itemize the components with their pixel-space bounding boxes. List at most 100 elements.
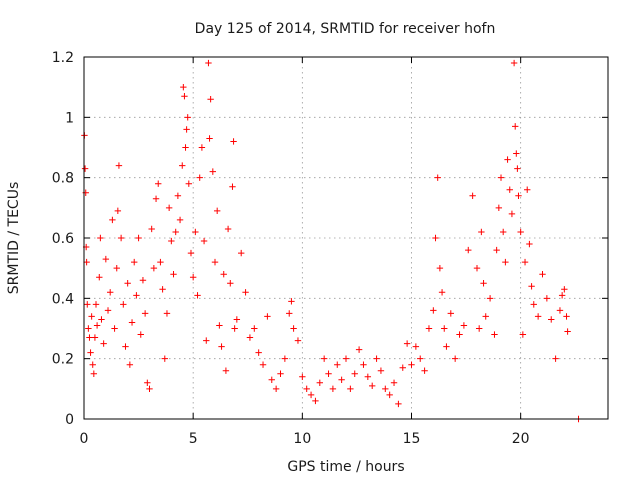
data-points xyxy=(81,59,582,423)
data-point xyxy=(155,180,162,187)
data-point xyxy=(316,379,323,386)
x-axis-label: GPS time / hours xyxy=(287,459,404,475)
data-point xyxy=(497,174,505,181)
data-point xyxy=(342,355,350,362)
data-point xyxy=(334,361,341,368)
data-point xyxy=(246,334,254,341)
data-point xyxy=(81,165,89,172)
data-point xyxy=(294,337,302,344)
data-point xyxy=(109,216,116,224)
data-point xyxy=(534,313,542,320)
data-point xyxy=(224,225,232,233)
data-point xyxy=(548,316,555,323)
data-point xyxy=(86,334,93,341)
data-point xyxy=(185,180,192,187)
data-point xyxy=(495,204,503,212)
data-point xyxy=(200,237,208,245)
data-point xyxy=(159,286,166,293)
data-point xyxy=(233,316,241,323)
data-point xyxy=(430,307,437,314)
data-point xyxy=(432,234,439,242)
data-point xyxy=(303,385,310,393)
data-point xyxy=(174,192,182,199)
data-point xyxy=(150,264,158,272)
data-point xyxy=(320,355,328,362)
data-point xyxy=(408,361,415,368)
data-point xyxy=(508,210,516,218)
y-tick-label: 0.8 xyxy=(52,171,74,187)
data-point xyxy=(216,322,223,329)
data-point xyxy=(506,186,513,193)
data-point xyxy=(90,370,98,377)
data-point xyxy=(168,237,175,245)
data-point xyxy=(465,246,472,254)
data-point xyxy=(231,325,238,332)
data-point xyxy=(451,355,459,362)
data-point xyxy=(144,379,151,386)
y-tick-label: 1.2 xyxy=(52,50,74,66)
data-point xyxy=(434,174,441,181)
data-point xyxy=(338,376,345,383)
y-tick-label: 0.2 xyxy=(52,352,74,368)
data-point xyxy=(107,289,114,296)
data-point xyxy=(196,174,203,181)
data-point xyxy=(152,195,160,202)
data-point xyxy=(165,204,173,212)
data-point xyxy=(504,156,511,163)
data-point xyxy=(93,322,101,329)
data-point xyxy=(203,337,210,344)
data-point xyxy=(443,343,450,350)
data-point xyxy=(561,286,568,293)
y-tick-label: 0.6 xyxy=(52,231,74,247)
data-point xyxy=(85,325,92,332)
data-point xyxy=(510,59,518,67)
data-point xyxy=(259,361,267,368)
data-point xyxy=(277,370,284,377)
data-point xyxy=(198,144,206,151)
data-point xyxy=(355,346,363,353)
data-point xyxy=(264,313,271,320)
data-point xyxy=(390,379,398,386)
data-point xyxy=(207,96,214,103)
data-point xyxy=(438,289,446,296)
data-point xyxy=(539,271,546,278)
data-point xyxy=(395,400,402,408)
data-point xyxy=(187,249,195,257)
data-point xyxy=(227,280,234,287)
data-point xyxy=(218,343,225,350)
data-point xyxy=(447,310,454,317)
x-tick-label: 20 xyxy=(512,431,530,447)
data-point xyxy=(268,376,275,383)
data-point xyxy=(469,192,476,199)
data-point xyxy=(281,355,289,362)
data-point xyxy=(369,382,376,390)
grid-lines xyxy=(84,57,608,419)
data-point xyxy=(157,258,164,266)
data-point xyxy=(102,255,110,263)
data-point xyxy=(524,186,531,193)
data-point xyxy=(179,162,186,169)
data-point xyxy=(526,240,533,248)
data-point xyxy=(364,373,372,380)
data-point xyxy=(176,216,184,224)
data-point xyxy=(88,313,95,320)
y-tick-label: 0.4 xyxy=(52,291,74,307)
x-tick-label: 10 xyxy=(293,431,311,447)
data-point xyxy=(120,301,127,308)
data-point xyxy=(97,234,104,242)
data-point xyxy=(89,361,96,368)
data-point xyxy=(312,397,319,405)
data-point xyxy=(230,138,237,145)
data-point xyxy=(564,328,571,335)
data-point xyxy=(373,355,380,362)
data-point xyxy=(124,280,131,287)
data-point xyxy=(272,385,280,393)
data-point xyxy=(209,168,217,175)
data-point xyxy=(181,93,188,100)
data-point xyxy=(161,355,168,362)
data-point xyxy=(115,162,123,169)
data-point xyxy=(194,292,201,299)
data-point xyxy=(491,331,498,338)
data-point xyxy=(351,370,358,377)
